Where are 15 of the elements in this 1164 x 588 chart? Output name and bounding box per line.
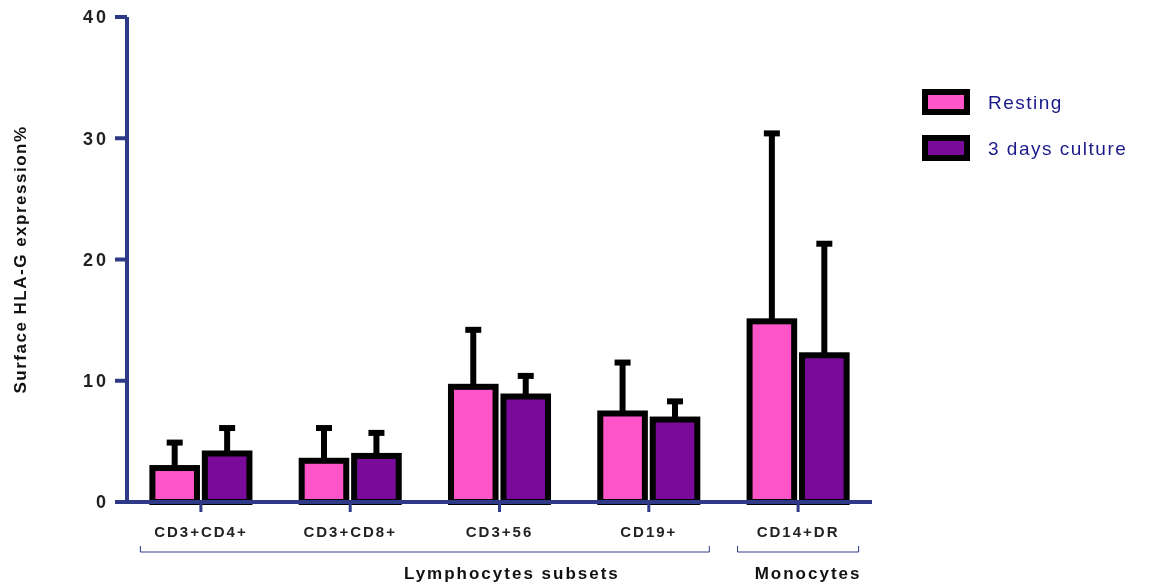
x-tick-label: CD3+56	[465, 523, 534, 540]
y-tick-label: 20	[82, 249, 109, 270]
y-tick-label: 30	[82, 128, 109, 149]
y-tick-label: 40	[82, 7, 109, 28]
legend-label: Resting	[988, 91, 1063, 113]
y-tick-label: 10	[82, 371, 109, 392]
y-axis-title: Surface HLA-G expression%	[11, 125, 30, 394]
x-tick-label: CD19+	[620, 523, 678, 540]
x-tick-label: CD3+CD4+	[154, 523, 248, 540]
y-tick-label: 0	[95, 492, 109, 513]
x-tick-label: CD3+CD8+	[303, 523, 397, 540]
text: Monocytes	[754, 564, 862, 583]
x-tick-label: CD14+DR	[756, 523, 840, 540]
legend-label: 3 days culture	[988, 137, 1128, 159]
text: Lymphocytes subsets	[403, 564, 620, 583]
